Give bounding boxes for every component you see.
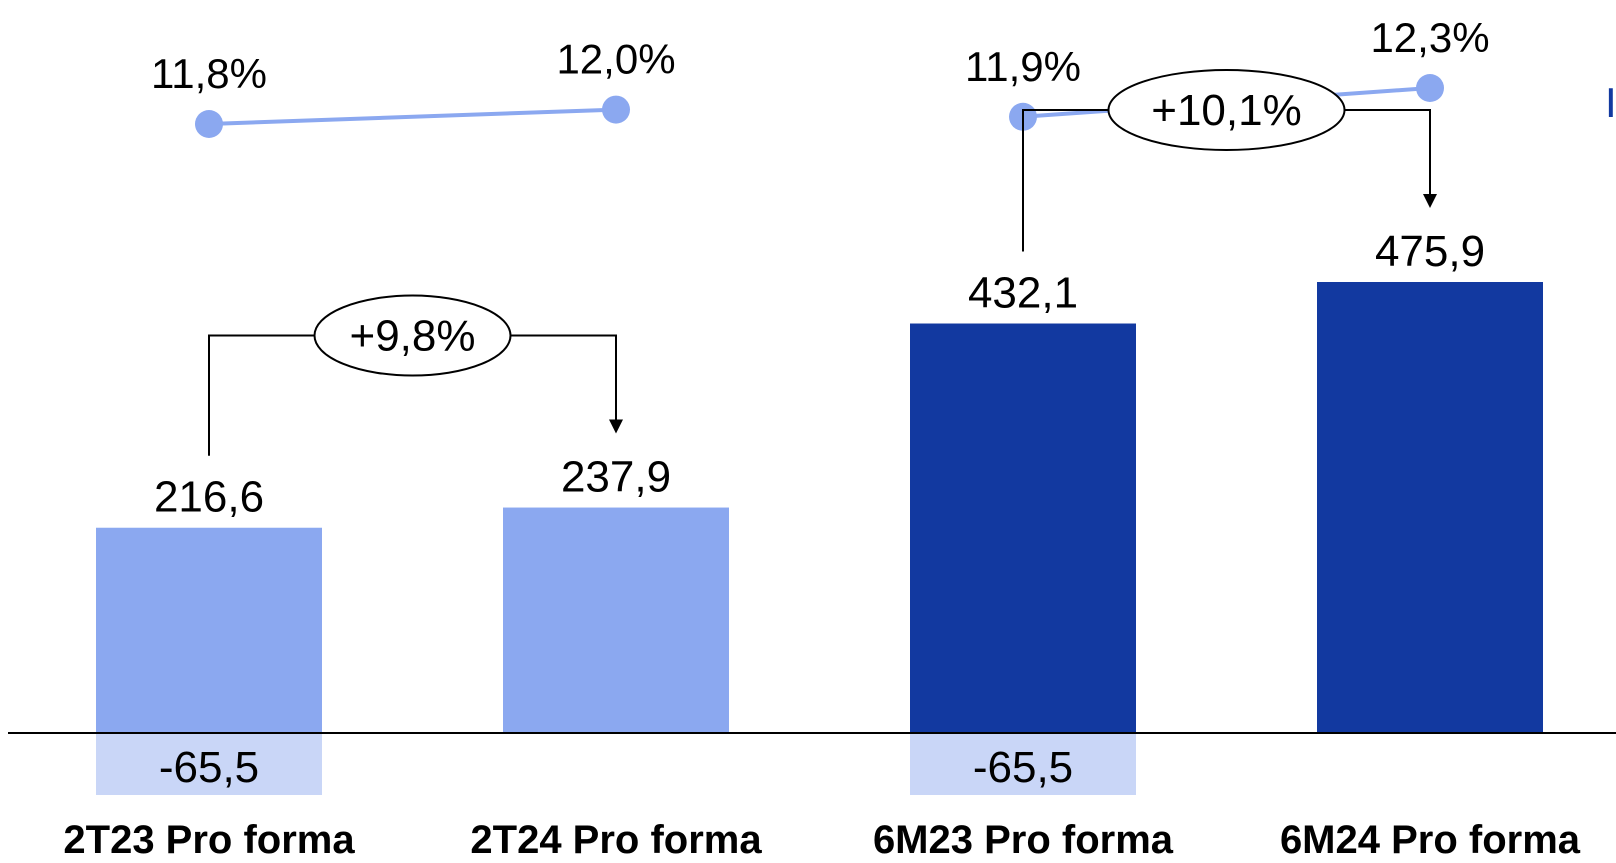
growth-annotations-layer: +9,8% +10,1% [208, 69, 1437, 456]
growth-label-2: +10,1% [1151, 86, 1301, 135]
bar-value-label-1: 216,6 [154, 473, 264, 522]
bars-layer [96, 282, 1543, 733]
growth-arrowhead-1 [609, 419, 623, 434]
margin-point-2 [602, 95, 630, 124]
negative-bar-label-1: -65,5 [159, 743, 259, 792]
margin-point-1 [195, 110, 223, 138]
margin-label-2: 12,0% [556, 36, 675, 83]
bar-value-label-2: 237,9 [561, 453, 671, 502]
bar-3 [910, 323, 1136, 733]
negative-bar-3 [910, 733, 1136, 795]
margin-line-segment-1 [208, 107, 617, 126]
growth-arrowhead-2 [1423, 194, 1437, 208]
growth-badge-2 [1107, 69, 1346, 151]
bar-4 [1317, 282, 1543, 733]
negative-bars-layer [96, 733, 1136, 795]
category-label-4: 6M24 Pro forma [1280, 818, 1581, 862]
bar-value-label-4: 475,9 [1375, 227, 1485, 276]
value-labels-layer: -65,5 -65,5 216,6 237,9 432,1 475,9 [154, 227, 1485, 792]
edge-label: I [1605, 79, 1616, 126]
category-label-3: 6M23 Pro forma [873, 818, 1174, 862]
margin-label-4: 12,3% [1370, 14, 1489, 61]
category-label-2: 2T24 Pro forma [470, 818, 762, 862]
negative-bar-label-3: -65,5 [973, 743, 1073, 792]
growth-label-1: +9,8% [350, 312, 476, 361]
growth-bracket-2 [1022, 109, 1431, 252]
growth-bracket-1 [208, 334, 617, 456]
growth-annotation-1: +9,8% [208, 294, 623, 456]
growth-annotation-2: +10,1% [1022, 69, 1437, 252]
bar-value-label-3: 432,1 [968, 269, 1078, 318]
margin-line-layer: 11,8% 12,0% 11,9% 12,3% [151, 14, 1490, 138]
category-label-1: 2T23 Pro forma [63, 818, 355, 862]
growth-badge-1 [313, 294, 512, 377]
category-labels-layer: 2T23 Pro forma 2T24 Pro forma 6M23 Pro for… [63, 818, 1580, 862]
margin-point-4 [1416, 74, 1444, 102]
margin-label-3: 11,9% [965, 43, 1081, 90]
negative-bar-1 [96, 733, 322, 795]
margin-label-1: 11,8% [151, 50, 267, 97]
bar-2 [503, 507, 729, 733]
bar-1 [96, 527, 322, 733]
